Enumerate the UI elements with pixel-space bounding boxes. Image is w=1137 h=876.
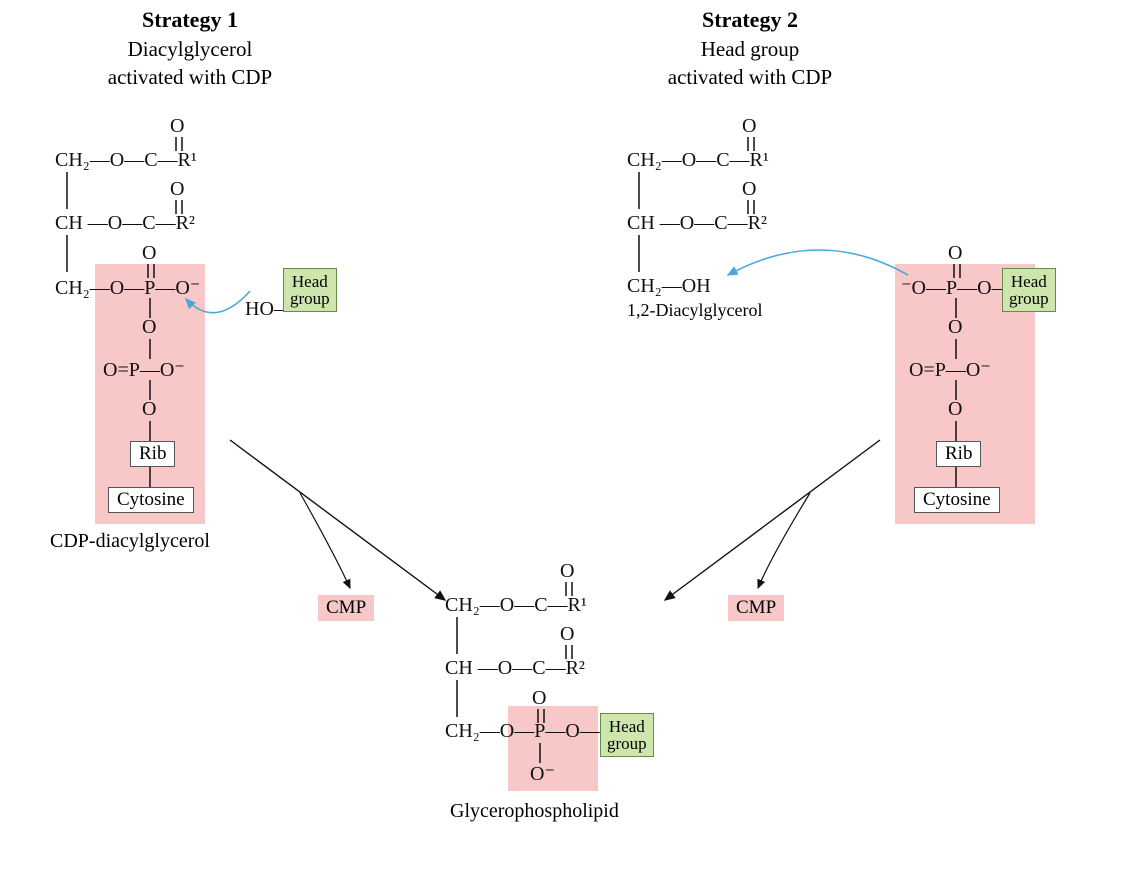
- s2-cmp-box: CMP: [728, 595, 784, 621]
- s2-cmp-label: CMP: [736, 597, 776, 618]
- reaction-arrows: [0, 0, 1137, 876]
- diagram-root: Strategy 1 Diacylglycerol activated with…: [0, 0, 1137, 876]
- s1-cmp-box: CMP: [318, 595, 374, 621]
- s1-cmp-label: CMP: [326, 597, 366, 618]
